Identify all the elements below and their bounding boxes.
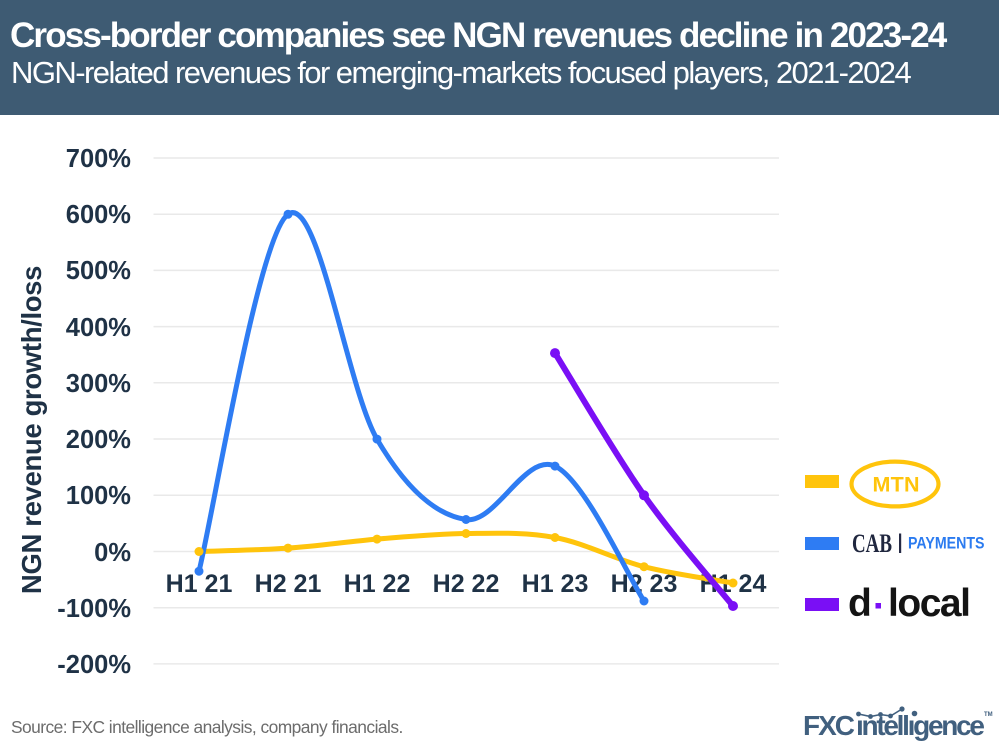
svg-text:200%: 200% bbox=[66, 426, 131, 454]
svg-text:400%: 400% bbox=[66, 314, 131, 342]
svg-text:H1 22: H1 22 bbox=[344, 570, 411, 598]
svg-text:H2 21: H2 21 bbox=[255, 570, 322, 598]
svg-text:PAYMENTS: PAYMENTS bbox=[908, 535, 985, 553]
svg-text:700%: 700% bbox=[66, 145, 131, 173]
svg-text:TM: TM bbox=[984, 712, 993, 718]
svg-text:0%: 0% bbox=[94, 539, 131, 567]
svg-text:-200%: -200% bbox=[57, 651, 131, 679]
svg-text:H2 23: H2 23 bbox=[611, 570, 678, 598]
svg-text:-100%: -100% bbox=[57, 595, 131, 623]
svg-text:NGN revenue growth/loss: NGN revenue growth/loss bbox=[16, 266, 47, 594]
svg-text:H1 23: H1 23 bbox=[522, 570, 589, 598]
svg-text:600%: 600% bbox=[66, 201, 131, 229]
svg-text:local: local bbox=[888, 582, 970, 625]
svg-text:CAB: CAB bbox=[852, 529, 892, 558]
svg-text:d: d bbox=[848, 582, 871, 625]
svg-text:300%: 300% bbox=[66, 370, 131, 398]
svg-text:500%: 500% bbox=[66, 257, 131, 285]
svg-text:100%: 100% bbox=[66, 482, 131, 510]
svg-text:ıntellıgence: ıntellıgence bbox=[856, 710, 984, 741]
svg-text:MTN: MTN bbox=[873, 473, 920, 497]
svg-text:FXC: FXC bbox=[803, 710, 855, 741]
svg-text:H2 22: H2 22 bbox=[433, 570, 500, 598]
